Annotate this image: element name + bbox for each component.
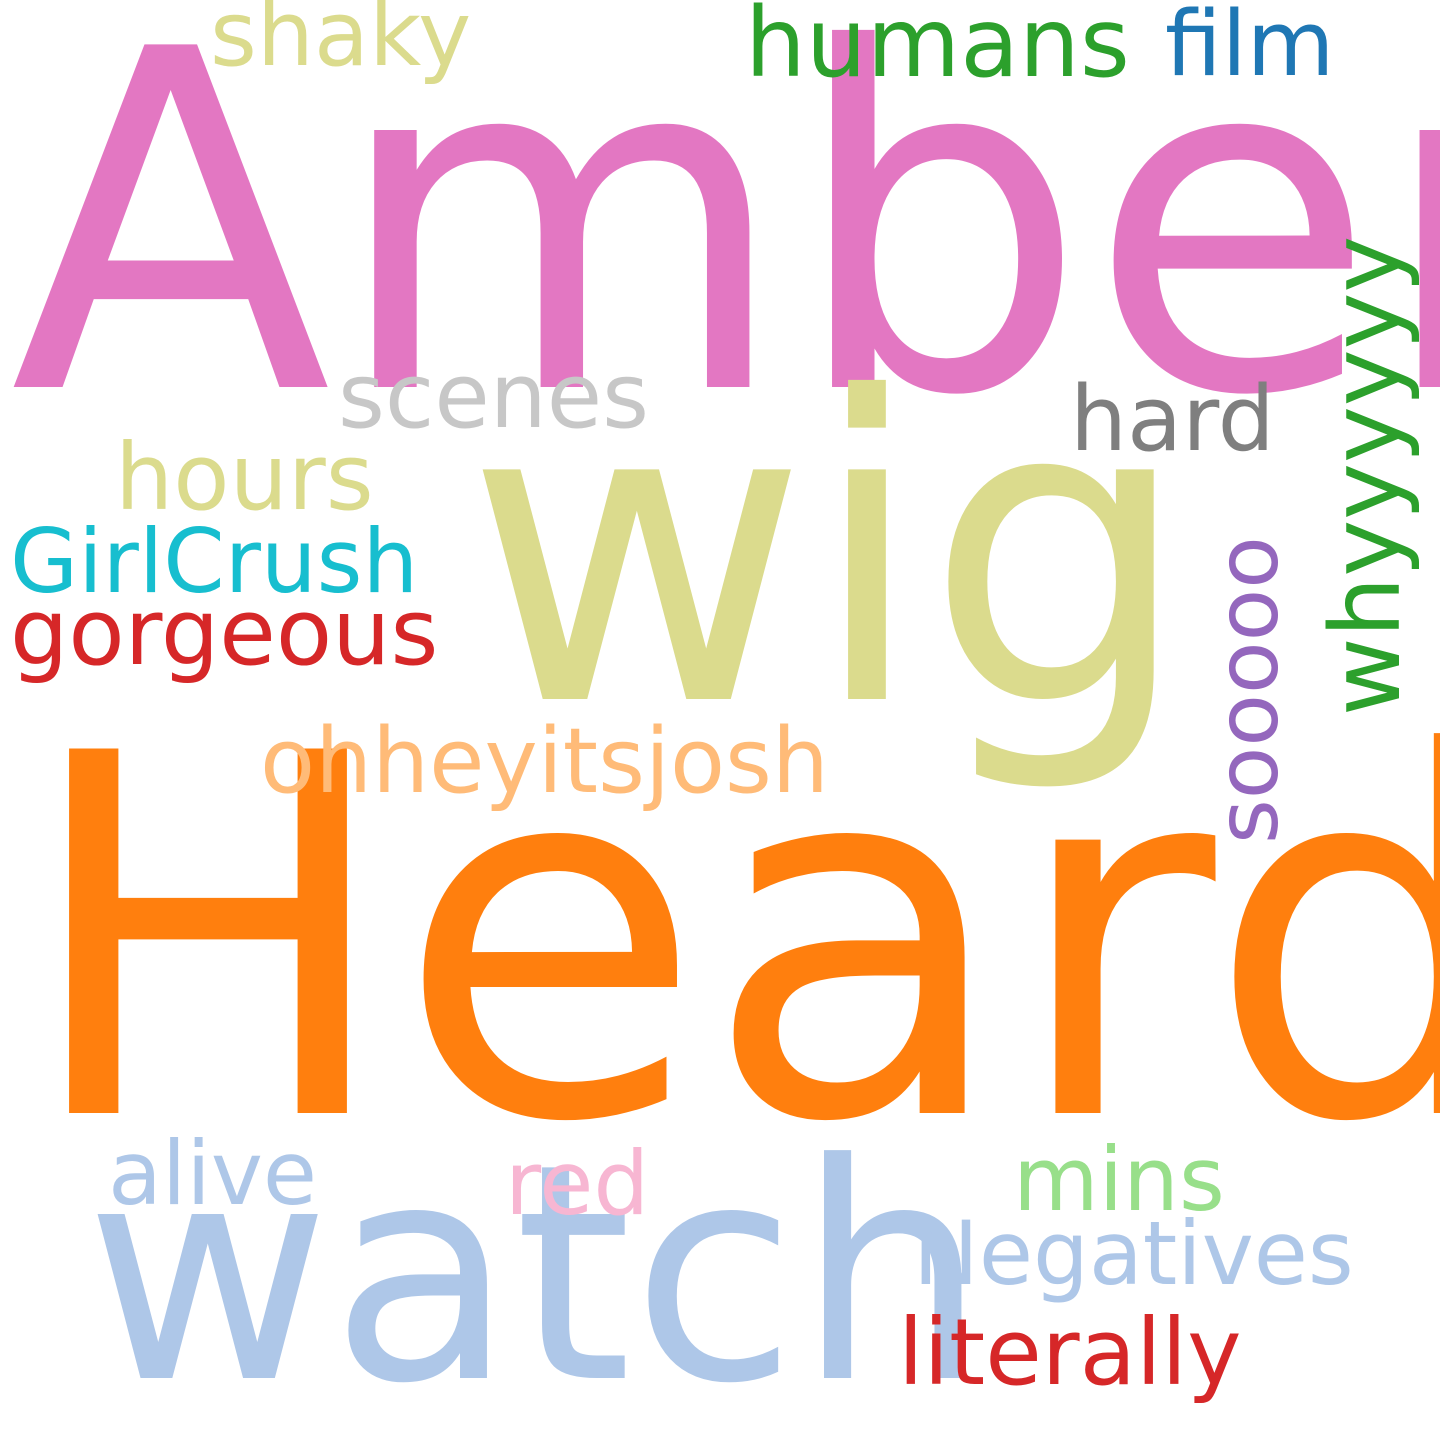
- word-watch: watch: [85, 1100, 987, 1440]
- word-hours: hours: [115, 424, 374, 531]
- word-wig: wig: [465, 310, 1192, 799]
- word-literally: literally: [898, 1299, 1242, 1406]
- word-shaky: shaky: [210, 0, 472, 87]
- word-whyyyyyy: whyyyyyy: [1310, 235, 1422, 716]
- word-alive: alive: [108, 1122, 318, 1225]
- word-gorgeous: gorgeous: [10, 579, 439, 686]
- word-hard: hard: [1070, 367, 1275, 472]
- word-girlcrush: GirlCrush: [10, 510, 419, 613]
- word-sooooo: sooooo: [1198, 536, 1298, 844]
- word-film: film: [1165, 0, 1335, 97]
- word-heard: Heard: [20, 649, 1440, 1231]
- word-scenes: scenes: [338, 344, 650, 449]
- word-red: red: [505, 1132, 650, 1235]
- word-mins: mins: [1013, 1128, 1225, 1231]
- word-humans: humans: [745, 0, 1130, 99]
- word-ohheyitsjosh: ohheyitsjosh: [260, 709, 829, 814]
- word-negatives: Negatives: [913, 1202, 1354, 1305]
- word-amber: Amber: [10, 0, 1440, 498]
